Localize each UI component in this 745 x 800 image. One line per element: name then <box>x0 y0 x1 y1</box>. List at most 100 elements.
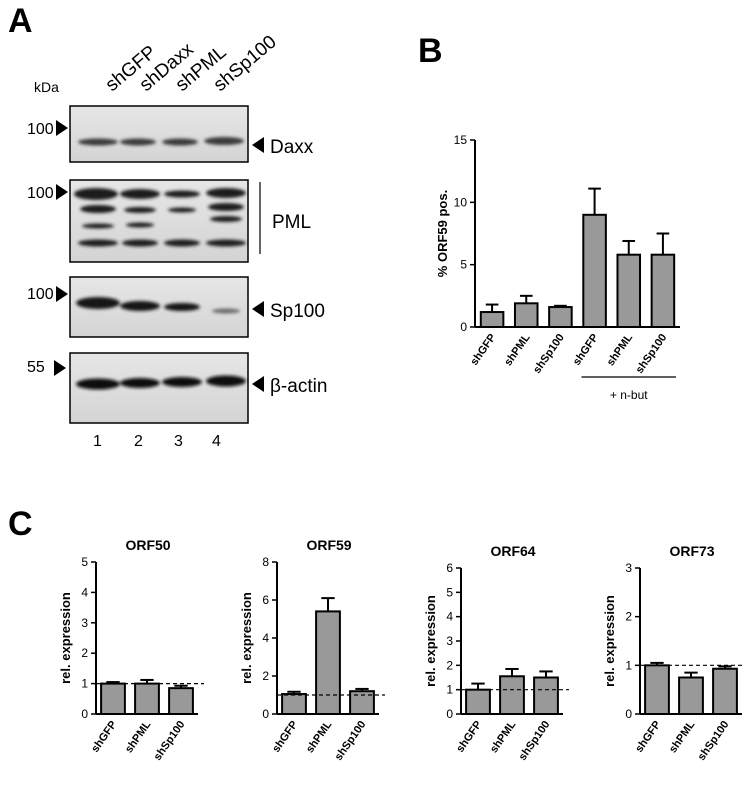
y-tick-label: 15 <box>454 133 468 147</box>
y-axis-label: rel. expression <box>58 592 73 684</box>
y-tick-label: 5 <box>460 258 467 272</box>
label-sp100: Sp100 <box>270 301 325 322</box>
bar <box>548 306 573 329</box>
y-tick-label: 6 <box>446 561 453 575</box>
category-label: shSp100 <box>696 719 732 763</box>
category-label: shSp100 <box>634 332 670 376</box>
y-tick-label: 4 <box>81 585 88 599</box>
y-tick-label: 6 <box>262 593 269 607</box>
chart-title: ORF59 <box>306 537 351 553</box>
y-tick-label: 1 <box>625 658 632 672</box>
marker-arrow-daxx <box>56 120 68 136</box>
bar <box>499 675 525 715</box>
bar <box>315 610 341 716</box>
chart-c-orf73: ORF73 0 1 2 3 rel. expression shGFP shPMLshSp10… <box>602 543 745 763</box>
category-label: shSp100 <box>152 719 188 763</box>
category-label: shPML <box>502 332 533 369</box>
y-tick-label: 2 <box>262 669 269 683</box>
bar <box>582 213 607 328</box>
bar <box>616 253 642 328</box>
label-beta-actin: β-actin <box>270 376 327 397</box>
y-tick-label: 5 <box>81 555 88 569</box>
bar <box>479 311 505 329</box>
lane-number-4: 4 <box>212 433 221 450</box>
lane-number-2: 2 <box>134 433 143 450</box>
bar <box>100 682 126 715</box>
bar <box>134 682 160 715</box>
chart-c-orf59: ORF59 0 2 4 6 8 rel. expression shGFP shPMLshSp1… <box>239 537 385 763</box>
panel-label-c: C <box>8 505 33 543</box>
category-label: shSp100 <box>517 719 553 763</box>
bar <box>650 253 676 328</box>
bracket-label: + n-but <box>610 388 648 402</box>
chart-title: ORF50 <box>125 537 170 553</box>
y-tick-label: 2 <box>446 658 453 672</box>
category-label: shPML <box>605 332 636 369</box>
marker-daxx: 100 <box>27 121 54 138</box>
lane-number-1: 1 <box>93 433 102 450</box>
blot-beta-actin: 55 β-actin <box>27 352 327 424</box>
bar <box>533 676 559 715</box>
marker-beta-actin: 55 <box>27 359 45 376</box>
y-tick-label: 0 <box>81 707 88 721</box>
category-label: shSp100 <box>531 332 567 376</box>
y-tick-label: 8 <box>262 555 269 569</box>
kda-label: kDa <box>34 79 59 95</box>
bar <box>644 664 670 715</box>
band-arrow-sp100 <box>252 301 264 317</box>
marker-arrow-pml <box>56 184 68 200</box>
chart-c-orf50: ORF50 0 1 2 3 4 5 rel. expression shGFP shPMLshSp… <box>58 537 204 763</box>
blot-daxx: 100 Daxx <box>27 105 314 163</box>
marker-arrow-beta-actin <box>54 360 66 376</box>
y-axis-label: % ORF59 pos. <box>435 190 450 277</box>
band-arrow-beta-actin <box>252 376 264 392</box>
category-label: shGFP <box>633 719 663 755</box>
bar <box>712 667 738 715</box>
y-tick-label: 3 <box>446 634 453 648</box>
bar <box>465 688 491 716</box>
y-tick-label: 1 <box>81 677 88 691</box>
marker-sp100: 100 <box>27 286 54 303</box>
label-daxx: Daxx <box>270 137 314 158</box>
western-blot-panel: kDa shGFP shDaxx shPML shSp100 100 Daxx <box>27 32 327 450</box>
panel-label-a: A <box>8 2 33 40</box>
y-tick-label: 0 <box>460 320 467 334</box>
y-axis-label: rel. expression <box>239 592 254 684</box>
y-tick-label: 2 <box>81 646 88 660</box>
category-label: shSp100 <box>333 719 369 763</box>
category-label: shPML <box>123 719 154 756</box>
category-label: shGFP <box>571 332 601 368</box>
y-tick-label: 1 <box>446 683 453 697</box>
category-label: shPML <box>667 719 698 756</box>
panel-label-b: B <box>418 32 443 70</box>
y-tick-label: 2 <box>625 610 632 624</box>
y-tick-label: 4 <box>446 610 453 624</box>
marker-pml: 100 <box>27 185 54 202</box>
bar <box>513 302 539 328</box>
y-tick-label: 0 <box>625 707 632 721</box>
bar <box>678 676 704 715</box>
chart-title: ORF64 <box>490 543 535 559</box>
y-tick-label: 0 <box>446 707 453 721</box>
y-tick-label: 10 <box>454 195 468 209</box>
band-arrow-daxx <box>252 137 264 153</box>
bar <box>168 687 194 715</box>
y-tick-label: 3 <box>625 561 632 575</box>
y-tick-label: 4 <box>262 631 269 645</box>
category-label: shGFP <box>468 332 498 368</box>
blot-pml: 100 PML <box>27 179 311 263</box>
label-pml: PML <box>272 212 311 233</box>
y-tick-label: 3 <box>81 616 88 630</box>
category-label: shGFP <box>89 719 119 755</box>
bar <box>281 693 307 715</box>
y-tick-label: 0 <box>262 707 269 721</box>
y-axis-label: rel. expression <box>602 595 617 687</box>
y-axis-label: rel. expression <box>423 595 438 687</box>
lane-number-3: 3 <box>174 433 183 450</box>
category-label: shPML <box>488 719 519 756</box>
marker-arrow-sp100 <box>56 286 68 302</box>
category-label: shGFP <box>454 719 484 755</box>
y-tick-label: 5 <box>446 585 453 599</box>
